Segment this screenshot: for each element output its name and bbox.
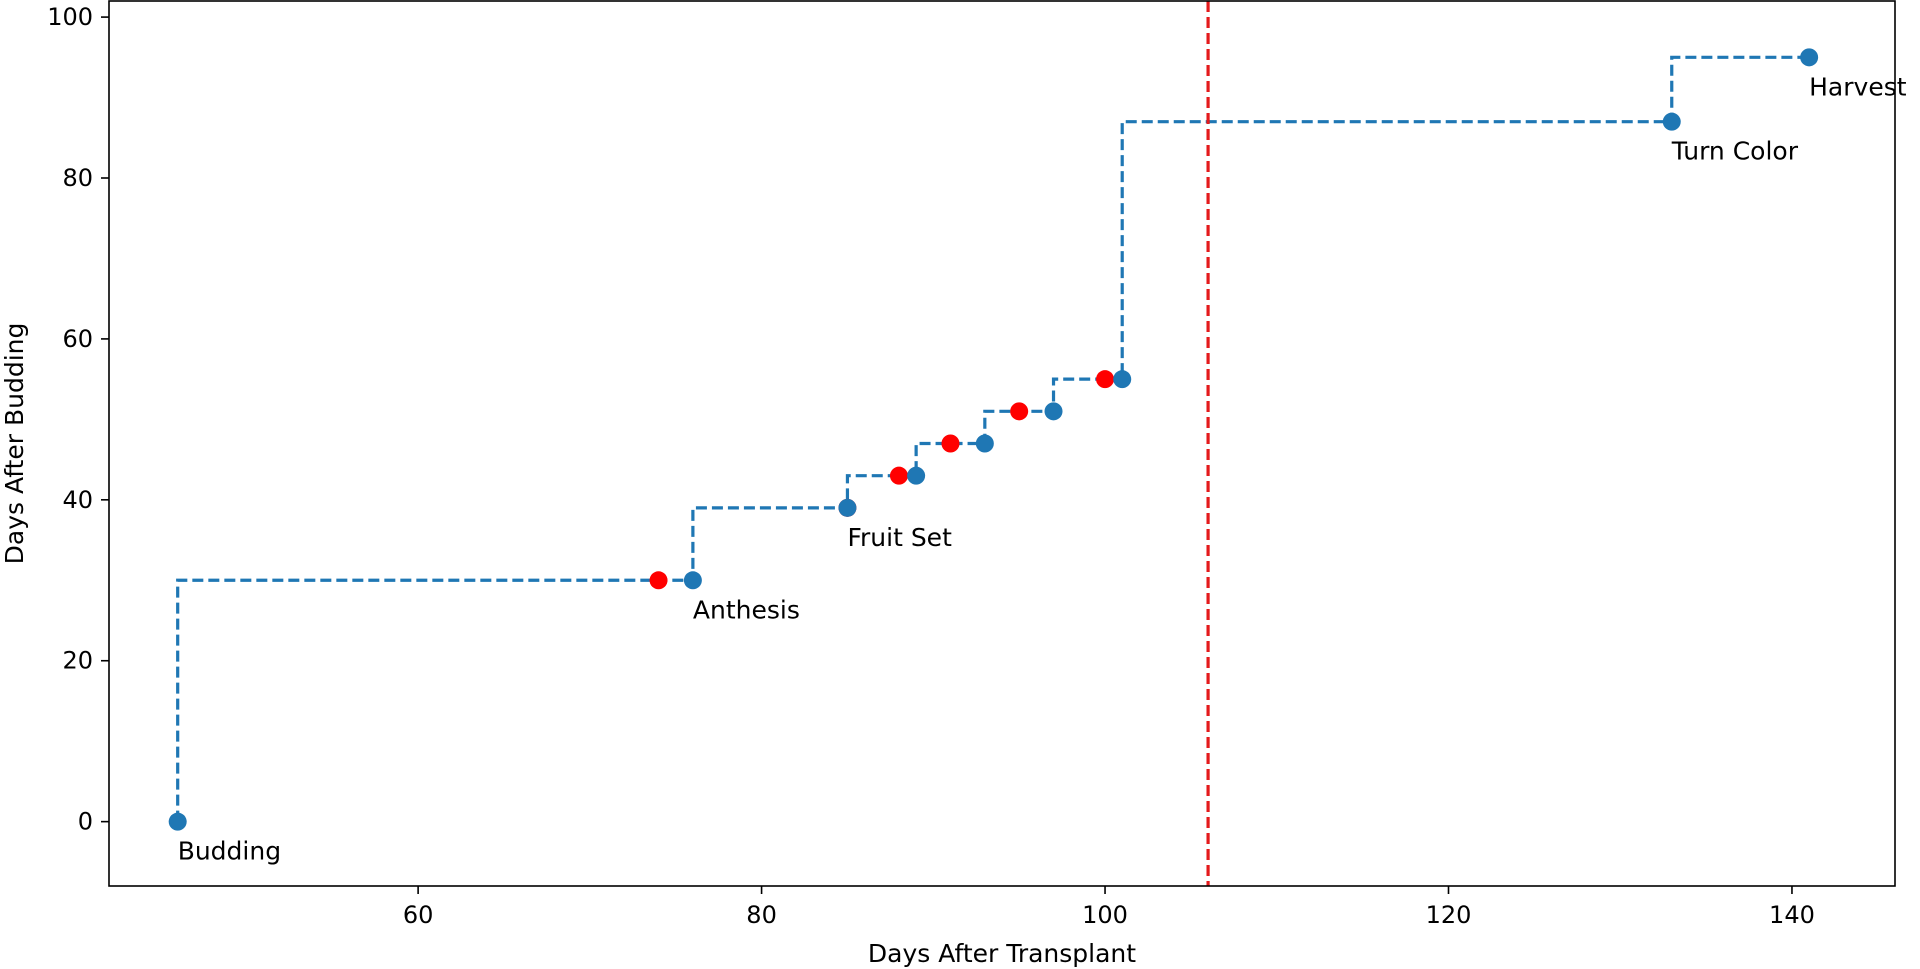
annotation-label: Anthesis [693,595,800,624]
stage-point [683,571,702,590]
red-point [649,571,668,590]
annotation-label: Harvest [1809,72,1907,101]
y-tick-label: 20 [62,647,93,675]
stage-point [1113,370,1132,389]
x-tick-label: 100 [1082,901,1128,929]
stage-point [907,466,926,485]
stage-point [1800,48,1819,67]
y-tick-label: 0 [78,808,93,836]
y-tick-label: 100 [47,3,93,31]
red-point [889,466,908,485]
y-tick-label: 80 [62,164,93,192]
annotation-label: Budding [178,837,281,866]
stage-point [1044,402,1063,421]
red-point [1096,370,1115,389]
y-tick-label: 40 [62,486,93,514]
annotation-label: Fruit Set [847,523,952,552]
x-tick-label: 60 [403,901,434,929]
red-point [941,434,960,453]
chart-marks: Budding Anthesis Fruit Set Turn Color Harves… [168,1,1907,886]
stage-point [838,498,857,517]
x-axis-title: Days After Transplant [868,939,1136,968]
annotation-label: Turn Color [1671,137,1799,166]
x-tick-label: 140 [1769,901,1815,929]
axes: 60 80 100 120 140 0 20 40 60 80 100 [47,0,1896,929]
red-point [1010,402,1029,421]
stage-point [1662,112,1681,131]
y-tick-label: 60 [62,325,93,353]
stage-point [975,434,994,453]
axes-frame [108,0,1896,887]
x-tick-label: 80 [746,901,777,929]
y-axis-title: Days After Budding [0,323,29,565]
stage-point [168,812,187,831]
x-tick-label: 120 [1426,901,1472,929]
